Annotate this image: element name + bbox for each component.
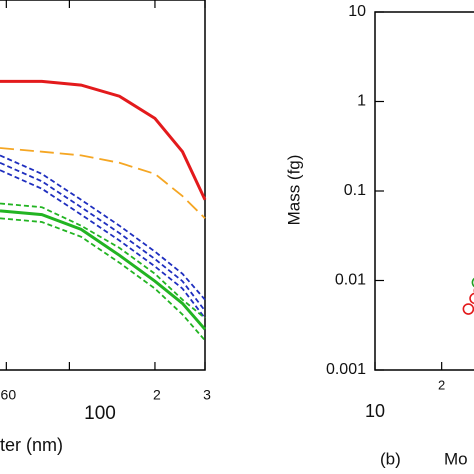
line-series — [0, 217, 206, 341]
x-axis-label: ter (nm) — [0, 435, 63, 455]
y-tick-label: 0.001 — [326, 361, 366, 378]
panel-label: (b) — [380, 449, 401, 468]
x-tick-label: 2 — [153, 387, 161, 403]
line-series — [0, 161, 206, 312]
y-tick-label: 1 — [357, 93, 366, 110]
y-tick-label: 0.1 — [344, 182, 366, 199]
point — [471, 277, 474, 288]
line-series — [0, 209, 207, 331]
right-frame — [374, 11, 474, 371]
line-series — [0, 147, 206, 219]
y-tick-label: 0.01 — [335, 272, 366, 289]
x-axis-label: Mo — [444, 449, 468, 468]
x-tick-label: 2 — [438, 377, 445, 392]
left-frame — [0, 0, 206, 371]
x-tick-label: 60 — [1, 387, 17, 403]
y-tick-label: 10 — [348, 3, 366, 20]
line-series — [0, 169, 206, 319]
point — [462, 303, 474, 315]
line-series — [0, 79, 207, 201]
x-tick-label: 10 — [365, 401, 385, 421]
y-axis-label: Mass (fg) — [284, 155, 303, 226]
x-tick-label: 100 — [84, 403, 116, 424]
line-series — [0, 202, 206, 319]
line-series — [0, 154, 206, 301]
x-tick-label: 3 — [203, 387, 211, 403]
point — [469, 292, 474, 305]
